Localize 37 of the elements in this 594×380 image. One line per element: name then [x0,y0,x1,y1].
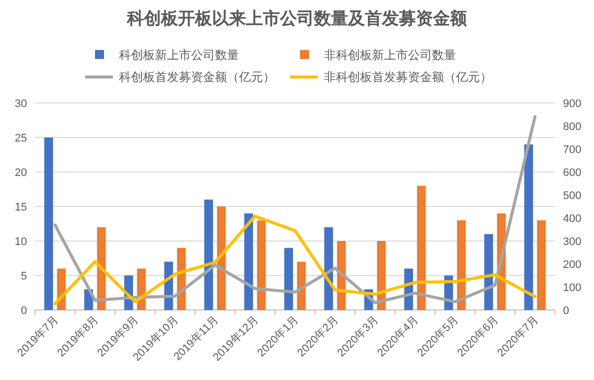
bar [256,220,266,310]
bar [216,206,226,310]
y-tick-label: 25 [14,132,27,144]
y-tick-label: 30 [14,98,27,110]
bar [456,220,466,310]
y-tick-label: 10 [14,236,27,248]
y2-tick-label: 500 [563,190,582,202]
chart-title: 科创板开板以来上市公司数量及首发募资金额 [126,9,468,28]
legend-label: 非科创板首发募资金额（亿元） [324,70,492,84]
legend-label: 科创板首发募资金额（亿元） [119,70,275,84]
bar [296,262,306,310]
y2-tick-label: 700 [563,144,582,156]
y2-tick-label: 600 [563,167,582,179]
bar [524,144,534,310]
bar [324,227,334,310]
bar [44,138,54,310]
y2-tick-label: 900 [563,98,582,110]
bar [204,200,214,310]
y2-tick-label: 300 [563,236,582,248]
y-tick-label: 15 [14,202,27,214]
y-tick-label: 20 [14,167,27,179]
y-tick-label: 0 [20,305,27,317]
legend-label: 科创板新上市公司数量 [119,48,239,62]
bar [536,220,546,310]
y2-tick-label: 400 [563,213,582,225]
bar [484,234,494,310]
y2-tick-label: 0 [563,305,570,317]
y-tick-label: 5 [20,270,27,282]
bar [376,241,386,310]
bar [96,227,106,310]
bar [284,248,294,310]
bar [244,213,254,310]
legend-label: 非科创板新上市公司数量 [324,48,456,62]
y2-tick-label: 800 [563,121,582,133]
y2-tick-label: 100 [563,282,582,294]
y2-tick-label: 200 [563,259,582,271]
bar [416,186,426,310]
